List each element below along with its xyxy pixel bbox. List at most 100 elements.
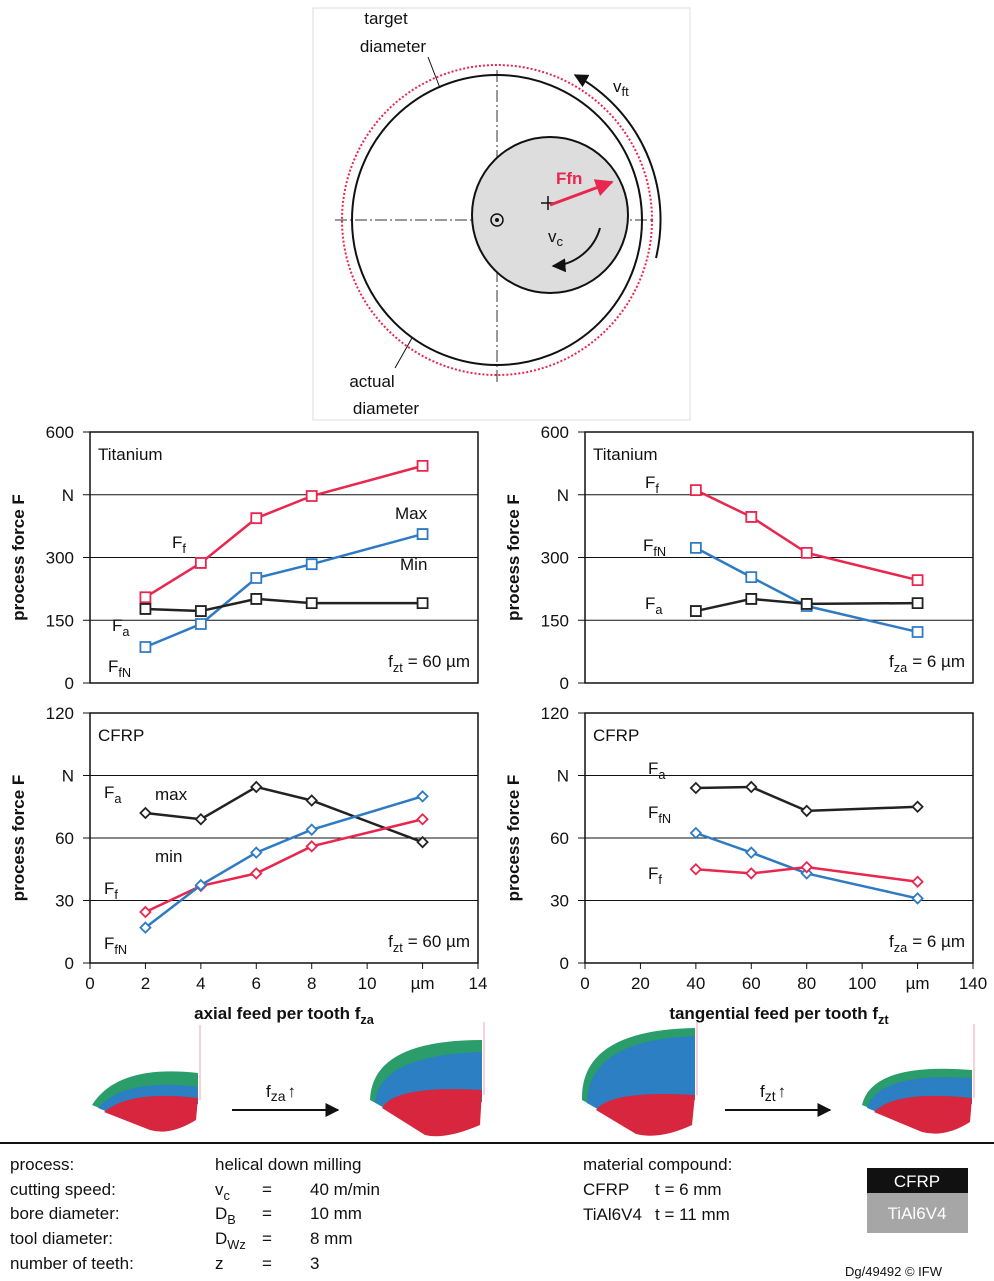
- material-info: material compound: CFRP t = 6 mm TiAl6V4…: [583, 1155, 968, 1279]
- text-part: = 6 µm: [912, 652, 965, 671]
- y-axis-title: process force F: [504, 494, 523, 621]
- y-tick-label: 120: [541, 704, 569, 723]
- text-part: f: [889, 652, 894, 671]
- subscript: za: [360, 1012, 374, 1027]
- series-label: Fa: [648, 759, 666, 782]
- subscript: f: [658, 872, 662, 887]
- series-line: [695, 831, 918, 900]
- chart-panel: 0 30 60 N 120 0 20 40 60 80 100 µm 140 process force …: [504, 704, 987, 1027]
- text-part: axial feed per tooth f: [194, 1004, 361, 1023]
- subscript: c: [224, 1188, 231, 1203]
- wear-illustration: [862, 1024, 975, 1134]
- diagram-label: diameter: [360, 37, 426, 56]
- subscript: fN: [658, 811, 671, 826]
- row-equals: =: [262, 1229, 272, 1248]
- condition-label: fza = 6 µm: [889, 652, 965, 675]
- data-point: [139, 921, 152, 934]
- wear-illustration: [370, 1022, 485, 1137]
- row-label: cutting speed:: [10, 1180, 116, 1199]
- text-part: F: [108, 657, 118, 676]
- x-tick-label: 4: [196, 974, 205, 993]
- subscript: zt: [393, 660, 403, 675]
- text-part: F: [648, 803, 658, 822]
- row-symbol: z: [215, 1254, 224, 1273]
- series-label: Fa: [112, 616, 130, 639]
- data-point: [745, 593, 758, 605]
- panel-title: Titanium: [98, 445, 163, 464]
- y-tick-label: N: [62, 767, 74, 786]
- text-part: F: [104, 783, 114, 802]
- series-label: Fa: [104, 783, 122, 806]
- x-tick-label: 100: [848, 974, 876, 993]
- data-point: [911, 597, 924, 609]
- row-value: 3: [310, 1254, 319, 1273]
- symbol: v: [613, 77, 622, 96]
- force-arrow: [549, 179, 614, 207]
- data-point: [250, 572, 263, 584]
- text-part: F: [648, 759, 658, 778]
- subscript: zt: [393, 940, 403, 955]
- data-point: [911, 892, 924, 905]
- data-point: [139, 603, 152, 615]
- arrow: ↑: [778, 1082, 787, 1101]
- data-point: [305, 823, 318, 836]
- subscript: zt: [765, 1088, 776, 1104]
- x-tick-label: 2: [141, 974, 150, 993]
- x-tick-label: 80: [797, 974, 816, 993]
- x-tick-label: 6: [252, 974, 261, 993]
- data-point: [139, 641, 152, 653]
- x-tick-label: µm: [411, 974, 435, 993]
- diagram-label: target: [364, 9, 408, 28]
- legend-swatch: [867, 1193, 968, 1233]
- y-tick-label: 150: [541, 611, 569, 630]
- data-point: [250, 867, 263, 880]
- plot-frame: [584, 431, 974, 684]
- data-point: [689, 826, 703, 840]
- y-tick-label: 30: [550, 892, 569, 911]
- x-tick-label: 20: [631, 974, 650, 993]
- text-part: tangential feed per tooth f: [669, 1004, 878, 1023]
- data-point: [745, 780, 758, 794]
- subscript: f: [655, 481, 659, 496]
- row-equals: =: [262, 1204, 272, 1223]
- text-part: F: [645, 473, 655, 492]
- text-part: v: [215, 1180, 224, 1199]
- subscript: a: [122, 624, 130, 639]
- y-tick-label: 600: [46, 423, 74, 442]
- text-part: = 60 µm: [408, 652, 470, 671]
- x-tick-label: 0: [580, 974, 589, 993]
- y-tick-label: 60: [55, 829, 74, 848]
- annotation: Max: [395, 504, 428, 523]
- data-point: [800, 546, 813, 559]
- series-line: [144, 464, 423, 599]
- row-value: helical down milling: [215, 1155, 361, 1174]
- y-tick-label: 0: [560, 954, 569, 973]
- subscript: a: [658, 767, 666, 782]
- annotation: max: [155, 785, 188, 804]
- text-part: = 6 µm: [912, 932, 965, 951]
- series-label: FfN: [648, 803, 671, 826]
- row-label: tool diameter:: [10, 1229, 113, 1248]
- legend-swatch: [867, 1168, 968, 1193]
- data-point: [800, 598, 813, 610]
- x-axis-title: tangential feed per tooth fzt: [669, 1004, 889, 1027]
- data-point: [689, 541, 702, 554]
- text-part: F: [648, 864, 658, 883]
- actual-circle: [351, 74, 643, 366]
- data-point: [139, 806, 152, 820]
- text-part: F: [172, 533, 182, 552]
- y-tick-label: N: [557, 486, 569, 505]
- center-dot: [495, 218, 499, 222]
- row-equals: =: [262, 1254, 272, 1273]
- subscript: za: [894, 660, 908, 675]
- data-point: [689, 605, 702, 617]
- data-point: [194, 812, 208, 826]
- subscript: zt: [878, 1012, 889, 1027]
- text-part: D: [215, 1229, 227, 1248]
- data-point: [689, 862, 703, 876]
- data-point: [250, 846, 263, 859]
- feed-arc: [573, 74, 662, 259]
- x-tick-label: 14: [469, 974, 488, 993]
